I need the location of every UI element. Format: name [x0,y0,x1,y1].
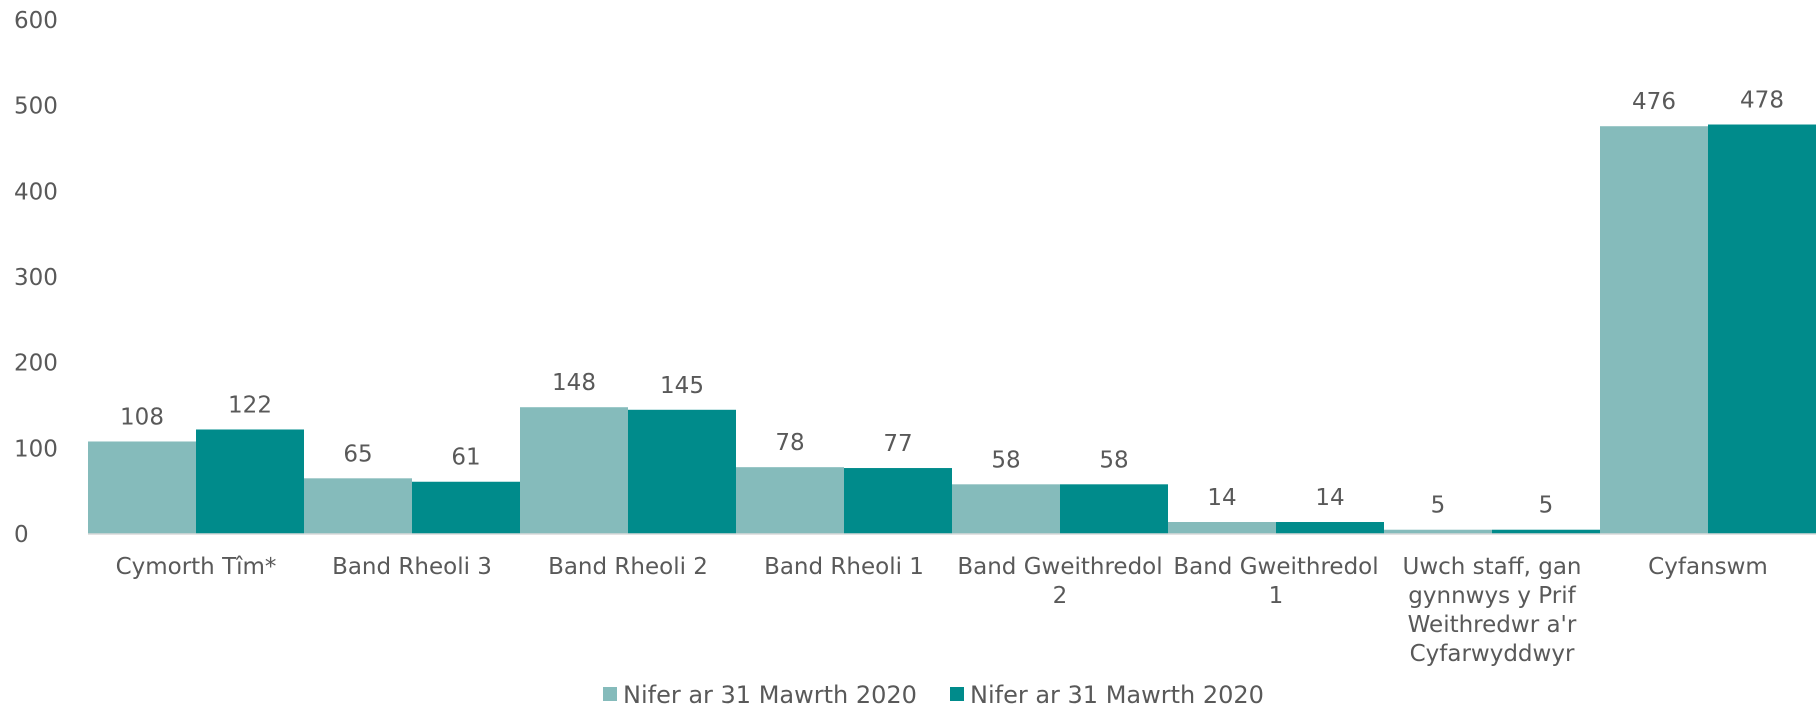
data-label: 14 [1315,485,1344,511]
category-label-line: Band Gweithredol [1173,554,1378,580]
bar [1600,126,1708,534]
category-label-line: Cymorth Tîm* [116,554,277,580]
y-tick-label: 500 [14,94,58,120]
category-label-line: Band Rheoli 1 [764,554,924,580]
legend-label: Nifer ar 31 Mawrth 2020 [970,681,1264,709]
category-label-line: Cyfarwyddwyr [1410,641,1575,667]
category-label: Band Rheoli 1 [764,554,924,580]
y-tick-label: 300 [14,265,58,291]
y-tick-label: 400 [14,179,58,205]
category-label-line: gynnwys y Prif [1408,583,1576,609]
data-label: 58 [991,447,1020,473]
data-label: 145 [660,373,704,399]
y-tick-label: 600 [14,8,58,34]
legend-swatch [603,687,617,701]
data-label: 478 [1740,88,1784,114]
bar [1492,529,1600,534]
data-label: 122 [228,392,272,418]
data-label: 14 [1207,485,1236,511]
category-labels: Cymorth Tîm* Band Rheoli 3 Band Rheoli 2 Ba… [116,554,1768,667]
bar [628,409,736,534]
category-label: Band Rheoli 2 [548,554,708,580]
legend-swatch [950,687,964,701]
legend: Nifer ar 31 Mawrth 2020 Nifer ar 31 Mawrt… [603,681,1264,709]
category-label-line: Uwch staff, gan [1402,554,1581,580]
category-label-line: Band Rheoli 2 [548,554,708,580]
data-label: 148 [552,370,596,396]
data-label: 5 [1539,493,1554,519]
data-label: 5 [1431,493,1446,519]
bar [952,484,1060,534]
category-label-line: Band Rheoli 3 [332,554,492,580]
bar [1384,529,1492,534]
data-label: 78 [775,430,804,456]
bar [1276,522,1384,534]
bar [1708,124,1816,534]
bar [1168,522,1276,534]
legend-label: Nifer ar 31 Mawrth 2020 [623,681,917,709]
category-label: Band Rheoli 3 [332,554,492,580]
bars [88,124,1816,534]
bar [196,429,304,534]
data-label: 77 [883,431,912,457]
data-label: 61 [451,445,480,471]
bar [88,441,196,534]
category-label-line: Band Gweithredol [957,554,1162,580]
category-label: Cyfanswm [1648,554,1768,580]
bar [304,478,412,534]
y-tick-label: 0 [14,522,29,548]
category-label: Cymorth Tîm* [116,554,277,580]
bar [844,468,952,534]
category-label: Band Gweithredol 2 [957,554,1162,609]
category-label-line: 2 [1053,583,1068,609]
category-label: Uwch staff, gan gynnwys y Prif Weithredwr … [1402,554,1581,667]
y-axis-tick-labels: 0 100 200 300 400 500 600 [14,8,58,548]
bar [1060,484,1168,534]
bar [736,467,844,534]
data-label: 476 [1632,89,1676,115]
y-tick-label: 100 [14,436,58,462]
bar [520,407,628,534]
data-label: 58 [1099,447,1128,473]
category-label: Band Gweithredol 1 [1173,554,1378,609]
category-label-line: 1 [1269,583,1284,609]
y-tick-label: 200 [14,351,58,377]
category-label-line: Weithredwr a'r [1408,612,1577,638]
data-label: 65 [343,441,372,467]
bar [412,481,520,534]
data-label: 108 [120,404,164,430]
category-label-line: Cyfanswm [1648,554,1768,580]
